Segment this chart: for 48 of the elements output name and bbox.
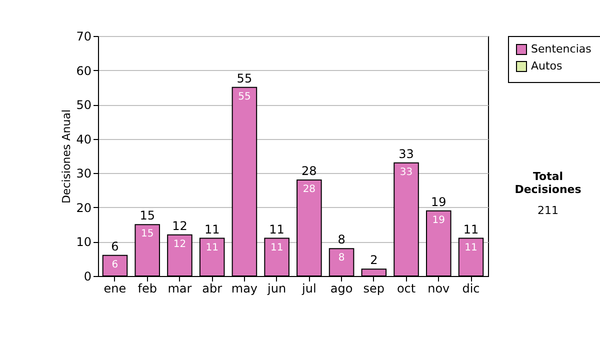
data-label: 55 [238,91,251,102]
total-label: 6 [111,239,119,254]
x-tick-label: may [231,282,258,296]
x-tick-label: abr [202,282,222,296]
y-axis-title: Decisiones Anual [60,109,74,204]
y-tick-label: 10 [76,235,92,250]
total-label: 28 [302,164,317,178]
data-label: 11 [270,242,284,254]
y-tick-label: 40 [76,132,92,146]
total-label: 11 [204,222,220,236]
total-label: 2 [370,253,378,268]
total-label: 8 [338,232,346,247]
data-label: 8 [338,252,345,264]
data-label: 15 [140,228,154,240]
x-tick-label: jul [301,282,316,296]
total-label: 11 [269,222,284,236]
data-label: 19 [432,214,446,226]
x-tick-label: dic [462,282,480,296]
total-label: 15 [140,208,155,223]
x-tick-label: ago [330,282,353,296]
x-tick-label: feb [138,282,157,296]
data-label: 6 [112,259,118,270]
data-label: 33 [400,166,413,178]
y-tick-label: 50 [76,98,92,112]
x-tick-label: ene [104,282,126,296]
text: Total Decisiones [514,170,582,196]
x-tick-label: oct [396,282,416,296]
total-label: 11 [463,222,479,236]
total-label: 33 [398,146,414,161]
y-tick-label: 20 [76,200,92,215]
y-tick-label: 60 [76,64,92,78]
legend-label: Sentencias [531,42,592,56]
text: 211 [536,204,560,217]
legend-label: Autos [531,60,563,72]
x-tick-label: mar [168,282,192,296]
y-tick-label: 30 [76,166,92,181]
total-label: 12 [172,218,188,233]
total-label: 55 [236,71,252,86]
x-tick-label: jun [266,282,286,296]
data-label: 11 [464,242,478,254]
x-tick-label: nov [428,282,450,296]
y-tick-label: 0 [84,270,92,284]
total-label: 19 [431,194,446,209]
x-tick-label: sep [363,282,385,296]
y-tick-label: 70 [76,30,92,44]
data-label: 11 [206,242,218,254]
data-label: 28 [302,184,316,195]
data-label: 12 [173,238,186,250]
